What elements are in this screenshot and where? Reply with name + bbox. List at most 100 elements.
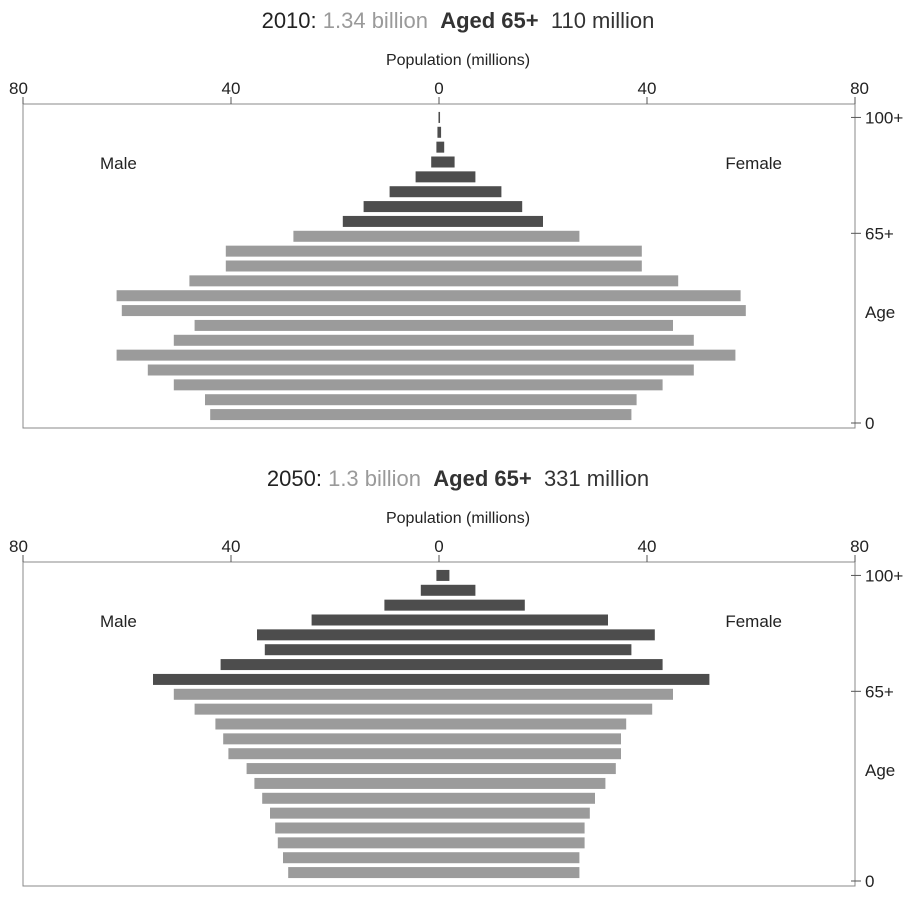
male-bar-75-79 xyxy=(264,644,439,656)
male-bar-65-69 xyxy=(342,215,439,227)
male-bar-15-19 xyxy=(147,364,440,376)
female-bar-65-69 xyxy=(439,215,543,227)
female-bar-50-54 xyxy=(439,260,642,272)
female-bar-85-89 xyxy=(439,614,608,626)
male-bar-50-54 xyxy=(225,260,439,272)
total-population-label: 1.34 billion xyxy=(322,8,428,33)
female-bar-0-4 xyxy=(439,867,580,879)
y-tick-label: 0 xyxy=(865,872,874,891)
male-bar-0-4 xyxy=(210,409,439,421)
female-bar-75-79 xyxy=(439,186,502,198)
female-bar-95-99 xyxy=(439,584,476,596)
chart-title: 2010: 1.34 billion Aged 65+ 110 million xyxy=(0,8,916,34)
female-bar-90-94 xyxy=(439,599,525,611)
male-bar-95-99 xyxy=(420,584,439,596)
female-bar-90-94 xyxy=(439,141,445,153)
female-bar-10-14 xyxy=(439,837,585,849)
aged-65-label: Aged 65+ xyxy=(433,466,532,491)
pyramid-panel-2010: 2010: 1.34 billion Aged 65+ 110 million … xyxy=(0,0,916,440)
male-bar-40-44 xyxy=(228,748,439,760)
male-bar-25-29 xyxy=(262,792,439,804)
male-bar-5-9 xyxy=(205,394,439,406)
male-bar-55-59 xyxy=(225,245,439,257)
female-bar-95-99 xyxy=(439,126,442,138)
female-bar-40-44 xyxy=(439,290,741,302)
male-bar-90-94 xyxy=(436,141,439,153)
x-tick-label: 0 xyxy=(434,79,443,98)
y-axis-label: Age xyxy=(865,761,895,780)
male-bar-65-69 xyxy=(153,673,439,685)
female-bar-5-9 xyxy=(439,852,580,864)
male-bar-10-14 xyxy=(277,837,439,849)
female-bar-100+ xyxy=(439,569,450,581)
female-bar-15-19 xyxy=(439,364,694,376)
x-tick-label: 80 xyxy=(9,79,28,98)
female-bar-35-39 xyxy=(439,763,616,775)
male-bar-80-84 xyxy=(257,629,439,641)
female-bar-85-89 xyxy=(439,156,455,168)
female-bar-50-54 xyxy=(439,718,627,730)
male-bar-70-74 xyxy=(220,659,439,671)
female-bar-30-34 xyxy=(439,319,673,331)
aged-65-label: Aged 65+ xyxy=(440,8,539,33)
female-bar-65-69 xyxy=(439,673,710,685)
pyramid-chart-2010: 80 40 0 40 80 100+ 65+ 0 Age Male Female xyxy=(9,79,903,433)
male-bar-35-39 xyxy=(246,763,439,775)
x-tick-label: 40 xyxy=(222,537,241,556)
male-bar-95-99 xyxy=(437,126,439,138)
female-bar-100+ xyxy=(439,111,441,123)
male-bar-85-89 xyxy=(431,156,439,168)
total-population-label: 1.3 billion xyxy=(328,466,422,491)
male-bar-45-49 xyxy=(189,275,439,287)
x-tick-label: 80 xyxy=(9,537,28,556)
male-bar-55-59 xyxy=(194,703,439,715)
year-label: 2010: xyxy=(261,8,317,33)
female-bar-30-34 xyxy=(439,777,606,789)
male-bar-35-39 xyxy=(121,305,440,317)
female-bar-70-74 xyxy=(439,659,663,671)
female-bar-45-49 xyxy=(439,275,679,287)
male-bar-75-79 xyxy=(389,186,439,198)
female-bar-45-49 xyxy=(439,733,621,745)
male-bar-100+ xyxy=(438,111,440,123)
male-bar-15-19 xyxy=(275,822,439,834)
female-bar-75-79 xyxy=(439,644,632,656)
male-bar-25-29 xyxy=(173,334,440,346)
male-bar-20-24 xyxy=(116,349,439,361)
x-tick-label: 80 xyxy=(850,79,869,98)
female-bar-20-24 xyxy=(439,807,590,819)
aged-65-amount: 331 million xyxy=(543,466,650,491)
female-bar-60-64 xyxy=(439,688,673,700)
y-tick-label: 100+ xyxy=(865,566,903,585)
female-bar-25-29 xyxy=(439,792,595,804)
female-bar-10-14 xyxy=(439,379,663,391)
x-axis-label: Population (millions) xyxy=(385,52,531,69)
female-bar-40-44 xyxy=(439,748,621,760)
male-bar-70-74 xyxy=(363,201,439,213)
female-bar-80-84 xyxy=(439,629,655,641)
y-tick-label: 0 xyxy=(865,414,874,433)
female-bar-25-29 xyxy=(439,334,694,346)
male-bar-30-34 xyxy=(254,777,439,789)
male-bar-20-24 xyxy=(270,807,439,819)
male-bar-60-64 xyxy=(173,688,440,700)
male-bar-5-9 xyxy=(283,852,439,864)
female-bar-55-59 xyxy=(439,703,653,715)
female-bar-5-9 xyxy=(439,394,637,406)
female-bar-80-84 xyxy=(439,171,476,183)
male-bar-80-84 xyxy=(415,171,439,183)
y-axis-label: Age xyxy=(865,303,895,322)
male-bar-85-89 xyxy=(311,614,439,626)
y-tick-label: 65+ xyxy=(865,682,894,701)
aged-65-amount: 110 million xyxy=(550,8,655,33)
male-bar-60-64 xyxy=(293,230,439,242)
male-bar-10-14 xyxy=(173,379,440,391)
female-bar-55-59 xyxy=(439,245,642,257)
male-bar-100+ xyxy=(436,569,439,581)
pyramid-chart-2050: 80 40 0 40 80 100+ 65+ 0 Age Male Female xyxy=(9,537,903,891)
x-tick-label: 40 xyxy=(638,79,657,98)
female-bar-35-39 xyxy=(439,305,746,317)
female-bar-20-24 xyxy=(439,349,736,361)
male-label: Male xyxy=(100,612,137,631)
female-bar-70-74 xyxy=(439,201,523,213)
